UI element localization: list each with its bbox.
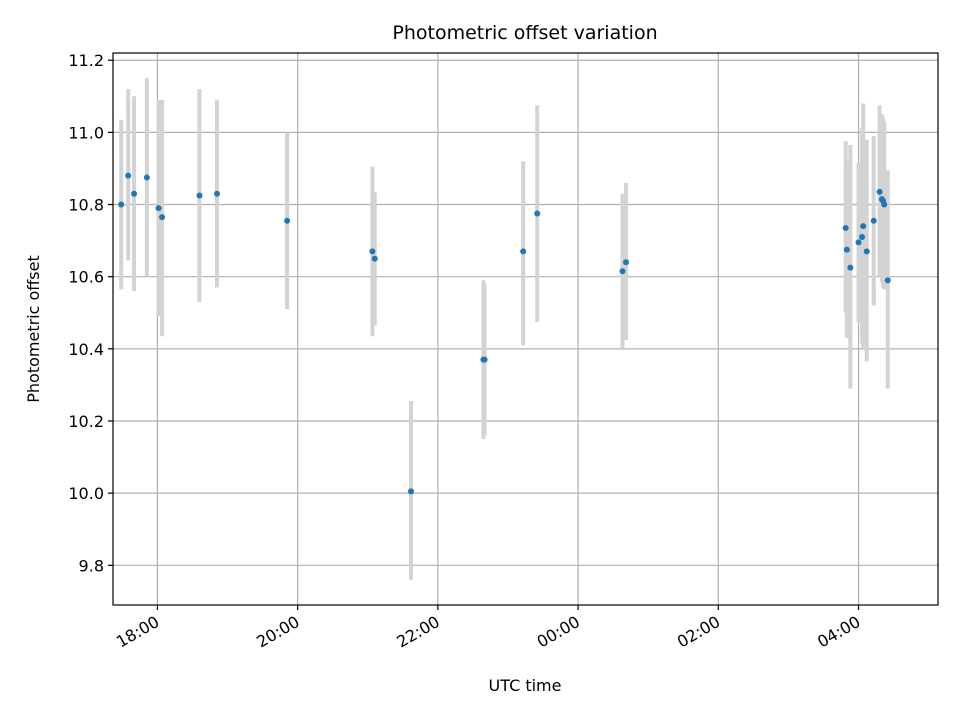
data-point [859,234,866,240]
data-point [214,190,221,197]
data-point [118,201,125,208]
y-tick-label: 11.2 [68,51,104,70]
data-point [196,192,203,199]
data-point [884,277,891,284]
grid [113,53,938,605]
data-point [855,239,862,246]
data-point [863,248,870,255]
data-point [534,210,541,217]
data-point [860,223,867,230]
data-point [155,205,162,212]
data-point [159,214,166,221]
data-point [284,217,291,224]
y-tick-label: 10.8 [68,196,104,215]
data-point [881,201,888,208]
plot-frame [112,52,939,606]
y-axis-title: Photometric offset [24,255,43,403]
data-point [870,217,877,224]
data-point [842,224,849,231]
data-point [520,248,527,255]
chart-title: Photometric offset variation [392,22,657,44]
data-point [847,264,854,271]
y-tick-label: 11.0 [68,123,104,142]
data-points [118,172,891,495]
data-point [622,259,629,266]
data-point [131,190,138,197]
data-point [407,488,414,495]
data-point [143,174,150,181]
data-point [843,246,850,253]
x-axis-title: UTC time [489,676,562,695]
y-tick-label: 10.0 [68,484,104,503]
data-point [619,268,626,275]
data-point [876,188,883,195]
y-tick-label: 10.6 [68,268,104,287]
data-point [371,255,378,262]
y-tick-label: 10.4 [68,340,104,359]
data-point [481,356,488,363]
data-point [125,172,132,179]
y-tick-label: 9.8 [79,556,104,575]
y-tick-label: 10.2 [68,412,104,431]
y-axis: 9.8 10.0 10.2 10.4 10.6 10.8 11.0 11.2 [68,51,113,575]
data-point [369,248,376,255]
